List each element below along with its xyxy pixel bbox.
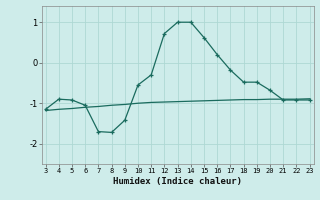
X-axis label: Humidex (Indice chaleur): Humidex (Indice chaleur)	[113, 177, 242, 186]
